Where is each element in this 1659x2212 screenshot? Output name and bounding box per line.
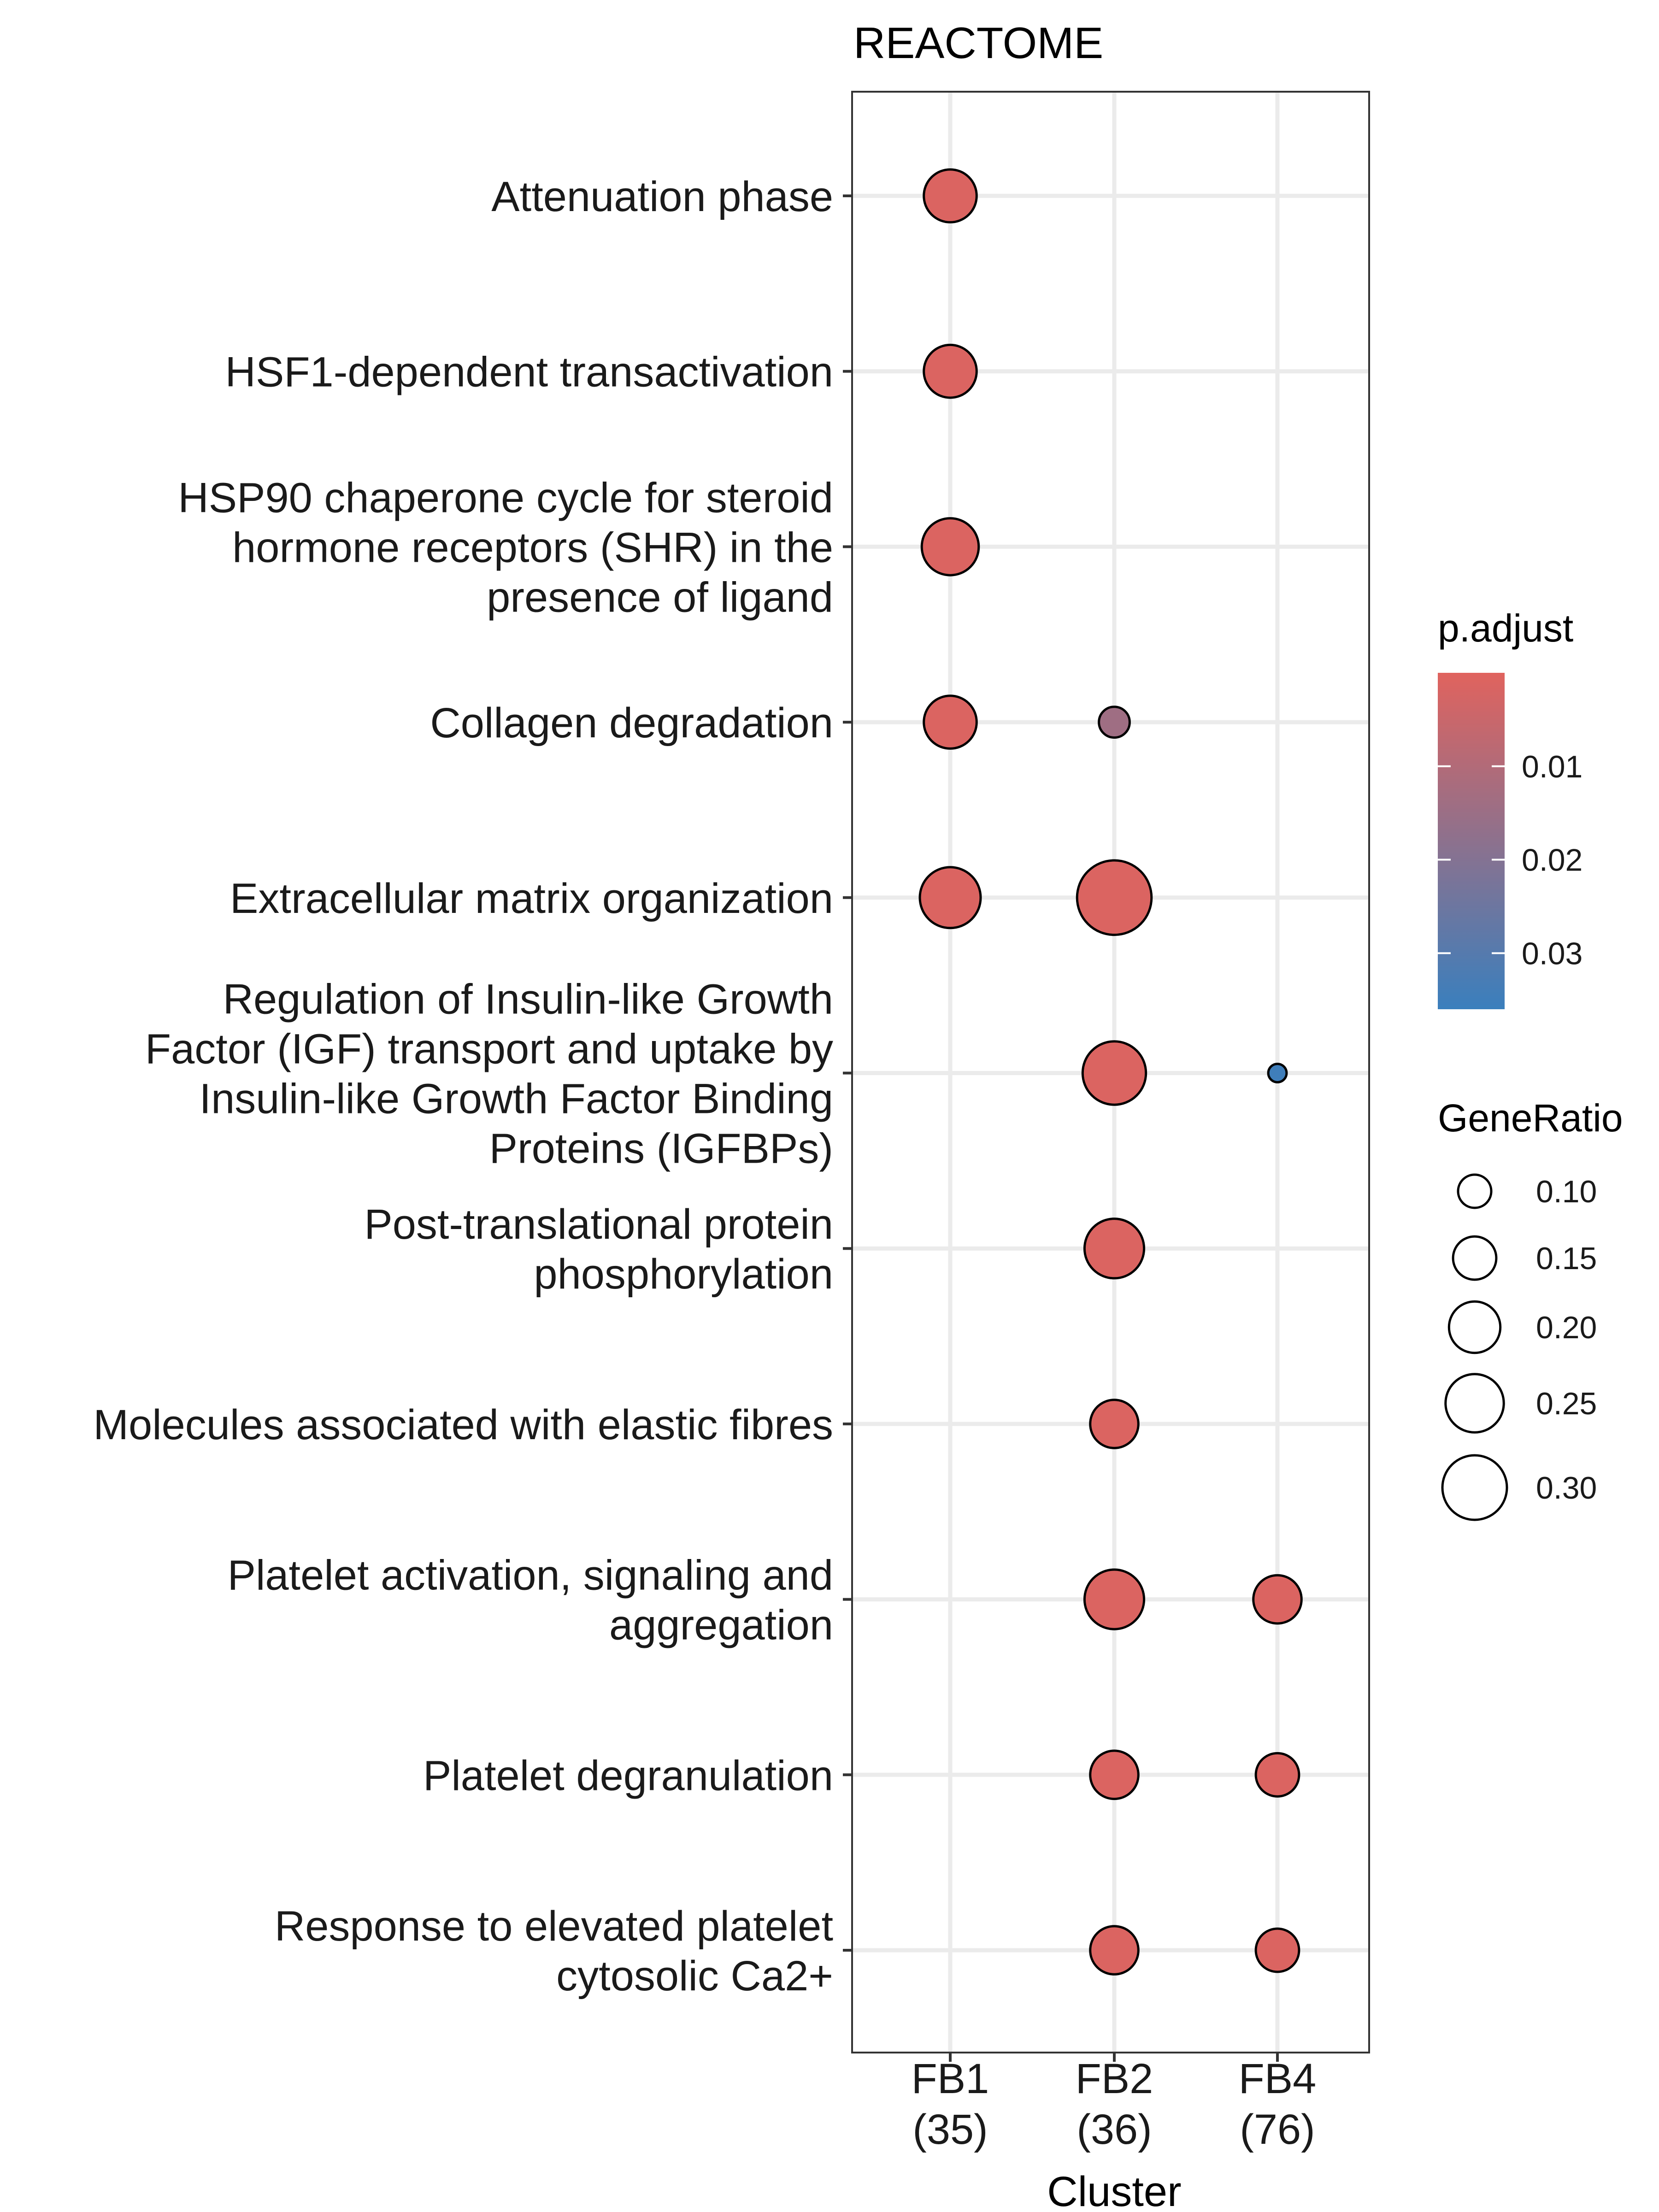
gene-ratio-legend-title: GeneRatio	[1438, 1096, 1623, 1140]
data-point	[923, 168, 978, 224]
y-tick-label: Platelet activation, signaling and aggreg…	[228, 1552, 833, 1649]
data-point	[1252, 1574, 1303, 1625]
data-point	[1098, 706, 1131, 739]
x-tick-label: FB1	[912, 2055, 989, 2102]
data-point	[1254, 1927, 1300, 1973]
x-tick-count: (76)	[1240, 2106, 1315, 2153]
y-tick-label: Platelet degranulation	[423, 1752, 833, 1799]
y-tick-label: Post-translational protein phosphorylatio…	[364, 1201, 833, 1298]
y-axis: Attenuation phase HSF1-dependent transact…	[93, 173, 852, 2000]
gene-ratio-key-label: 0.25	[1536, 1386, 1597, 1421]
x-tick-count: (35)	[912, 2106, 988, 2153]
colorbar-tick-label: 0.03	[1522, 936, 1583, 971]
gene-ratio-key	[1441, 1454, 1508, 1521]
x-tick-count: (36)	[1077, 2106, 1152, 2153]
data-point	[920, 517, 980, 577]
gene-ratio-key	[1457, 1173, 1493, 1209]
chart-title: REACTOME	[853, 18, 1103, 68]
p-adjust-legend-title: p.adjust	[1438, 606, 1573, 650]
y-tick-label: Attenuation phase	[491, 173, 833, 220]
y-tick-label: HSP90 chaperone cycle for steroid hormone…	[178, 474, 833, 621]
data-point	[1089, 1925, 1140, 1976]
y-tick-label: Collagen degradation	[430, 700, 833, 747]
colorbar-tick-label: 0.02	[1522, 843, 1583, 878]
gene-ratio-key	[1444, 1373, 1505, 1434]
x-axis: FB1(35) FB2(36) FB4(76)	[912, 2053, 1317, 2153]
data-point	[1267, 1063, 1288, 1083]
data-point	[1254, 1752, 1300, 1798]
gene-ratio-key-label: 0.15	[1536, 1241, 1597, 1276]
data-point	[923, 343, 978, 399]
y-tick-label: Regulation of Insulin-like Growth Factor …	[145, 976, 833, 1172]
p-adjust-colorbar	[1438, 673, 1505, 1009]
data-point	[918, 866, 982, 930]
data-point	[1083, 1568, 1146, 1630]
p-adjust-legend: p.adjust 0.01 0.02 0.03	[1438, 606, 1583, 1009]
gene-ratio-key-label: 0.30	[1536, 1471, 1597, 1506]
data-point	[1089, 1399, 1140, 1449]
x-tick-label: FB2	[1076, 2055, 1153, 2102]
data-point	[1083, 1218, 1146, 1280]
y-tick-label: Response to elevated platelet cytosolic C…	[275, 1903, 833, 2000]
gene-ratio-key	[1447, 1300, 1502, 1354]
data-point	[1076, 859, 1153, 936]
y-tick-label: Molecules associated with elastic fibres	[93, 1401, 833, 1448]
gene-ratio-key-label: 0.10	[1536, 1174, 1597, 1209]
y-tick-label: Extracellular matrix organization	[230, 875, 833, 922]
y-tick-label: HSF1-dependent transactivation	[225, 349, 833, 396]
colorbar-tick-label: 0.01	[1522, 749, 1583, 784]
data-point	[923, 694, 978, 750]
data-point	[1081, 1040, 1147, 1106]
x-tick-label: FB4	[1239, 2055, 1317, 2102]
gene-ratio-key-label: 0.20	[1536, 1310, 1597, 1345]
gene-ratio-legend: GeneRatio 0.10 0.15 0.20 0.25 0.30	[1438, 1096, 1623, 1521]
data-point	[1089, 1749, 1140, 1800]
gene-ratio-key	[1452, 1235, 1498, 1281]
x-axis-title: Cluster	[1047, 2168, 1181, 2212]
points-layer	[918, 168, 1303, 1976]
